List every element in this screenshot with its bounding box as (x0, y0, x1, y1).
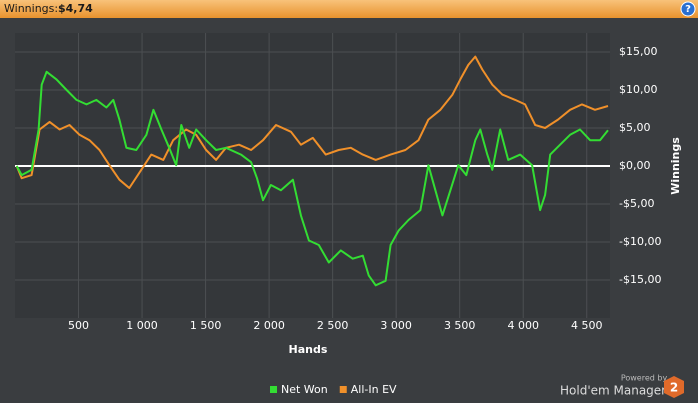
plot-area (15, 33, 610, 318)
legend-label: Net Won (281, 383, 328, 396)
y-tick-label: $5,00 (619, 121, 651, 134)
help-icon[interactable] (680, 1, 696, 17)
help-icon-text[interactable]: ? (685, 4, 691, 15)
brand-name: Hold'em Manager (560, 384, 666, 398)
y-tick-label: $15,00 (619, 45, 658, 58)
x-tick-label: 1 500 (190, 319, 222, 332)
header-bar (0, 0, 698, 18)
legend-label: All-In EV (351, 383, 397, 396)
legend-swatch (339, 386, 347, 393)
header-value: $4,74 (58, 2, 93, 15)
x-tick-label: 3 500 (444, 319, 476, 332)
header-label: Winnings: (4, 2, 58, 15)
x-tick-label: 4 500 (571, 319, 603, 332)
series-line (15, 55, 609, 189)
x-axis-label: Hands (289, 343, 328, 356)
x-tick-label: 1 000 (126, 319, 158, 332)
y-axis-label: Winnings (669, 137, 682, 195)
series-line (15, 70, 609, 287)
x-tick-label: 2 000 (253, 319, 285, 332)
y-tick-label: $10,00 (619, 83, 658, 96)
y-tick-label: -$10,00 (619, 235, 661, 248)
x-tick-label: 4 000 (507, 319, 539, 332)
y-tick-label: -$15,00 (619, 273, 661, 286)
x-tick-label: 500 (68, 319, 89, 332)
powered-by: Powered by (621, 374, 668, 383)
x-tick-label: 3 000 (380, 319, 412, 332)
x-tick-label: 2 500 (317, 319, 349, 332)
brand-badge-text: 2 (670, 381, 678, 395)
brand-badge (664, 376, 684, 398)
legend-swatch (270, 386, 277, 393)
y-tick-label: -$5,00 (619, 197, 654, 210)
y-tick-label: $0,00 (619, 159, 651, 172)
